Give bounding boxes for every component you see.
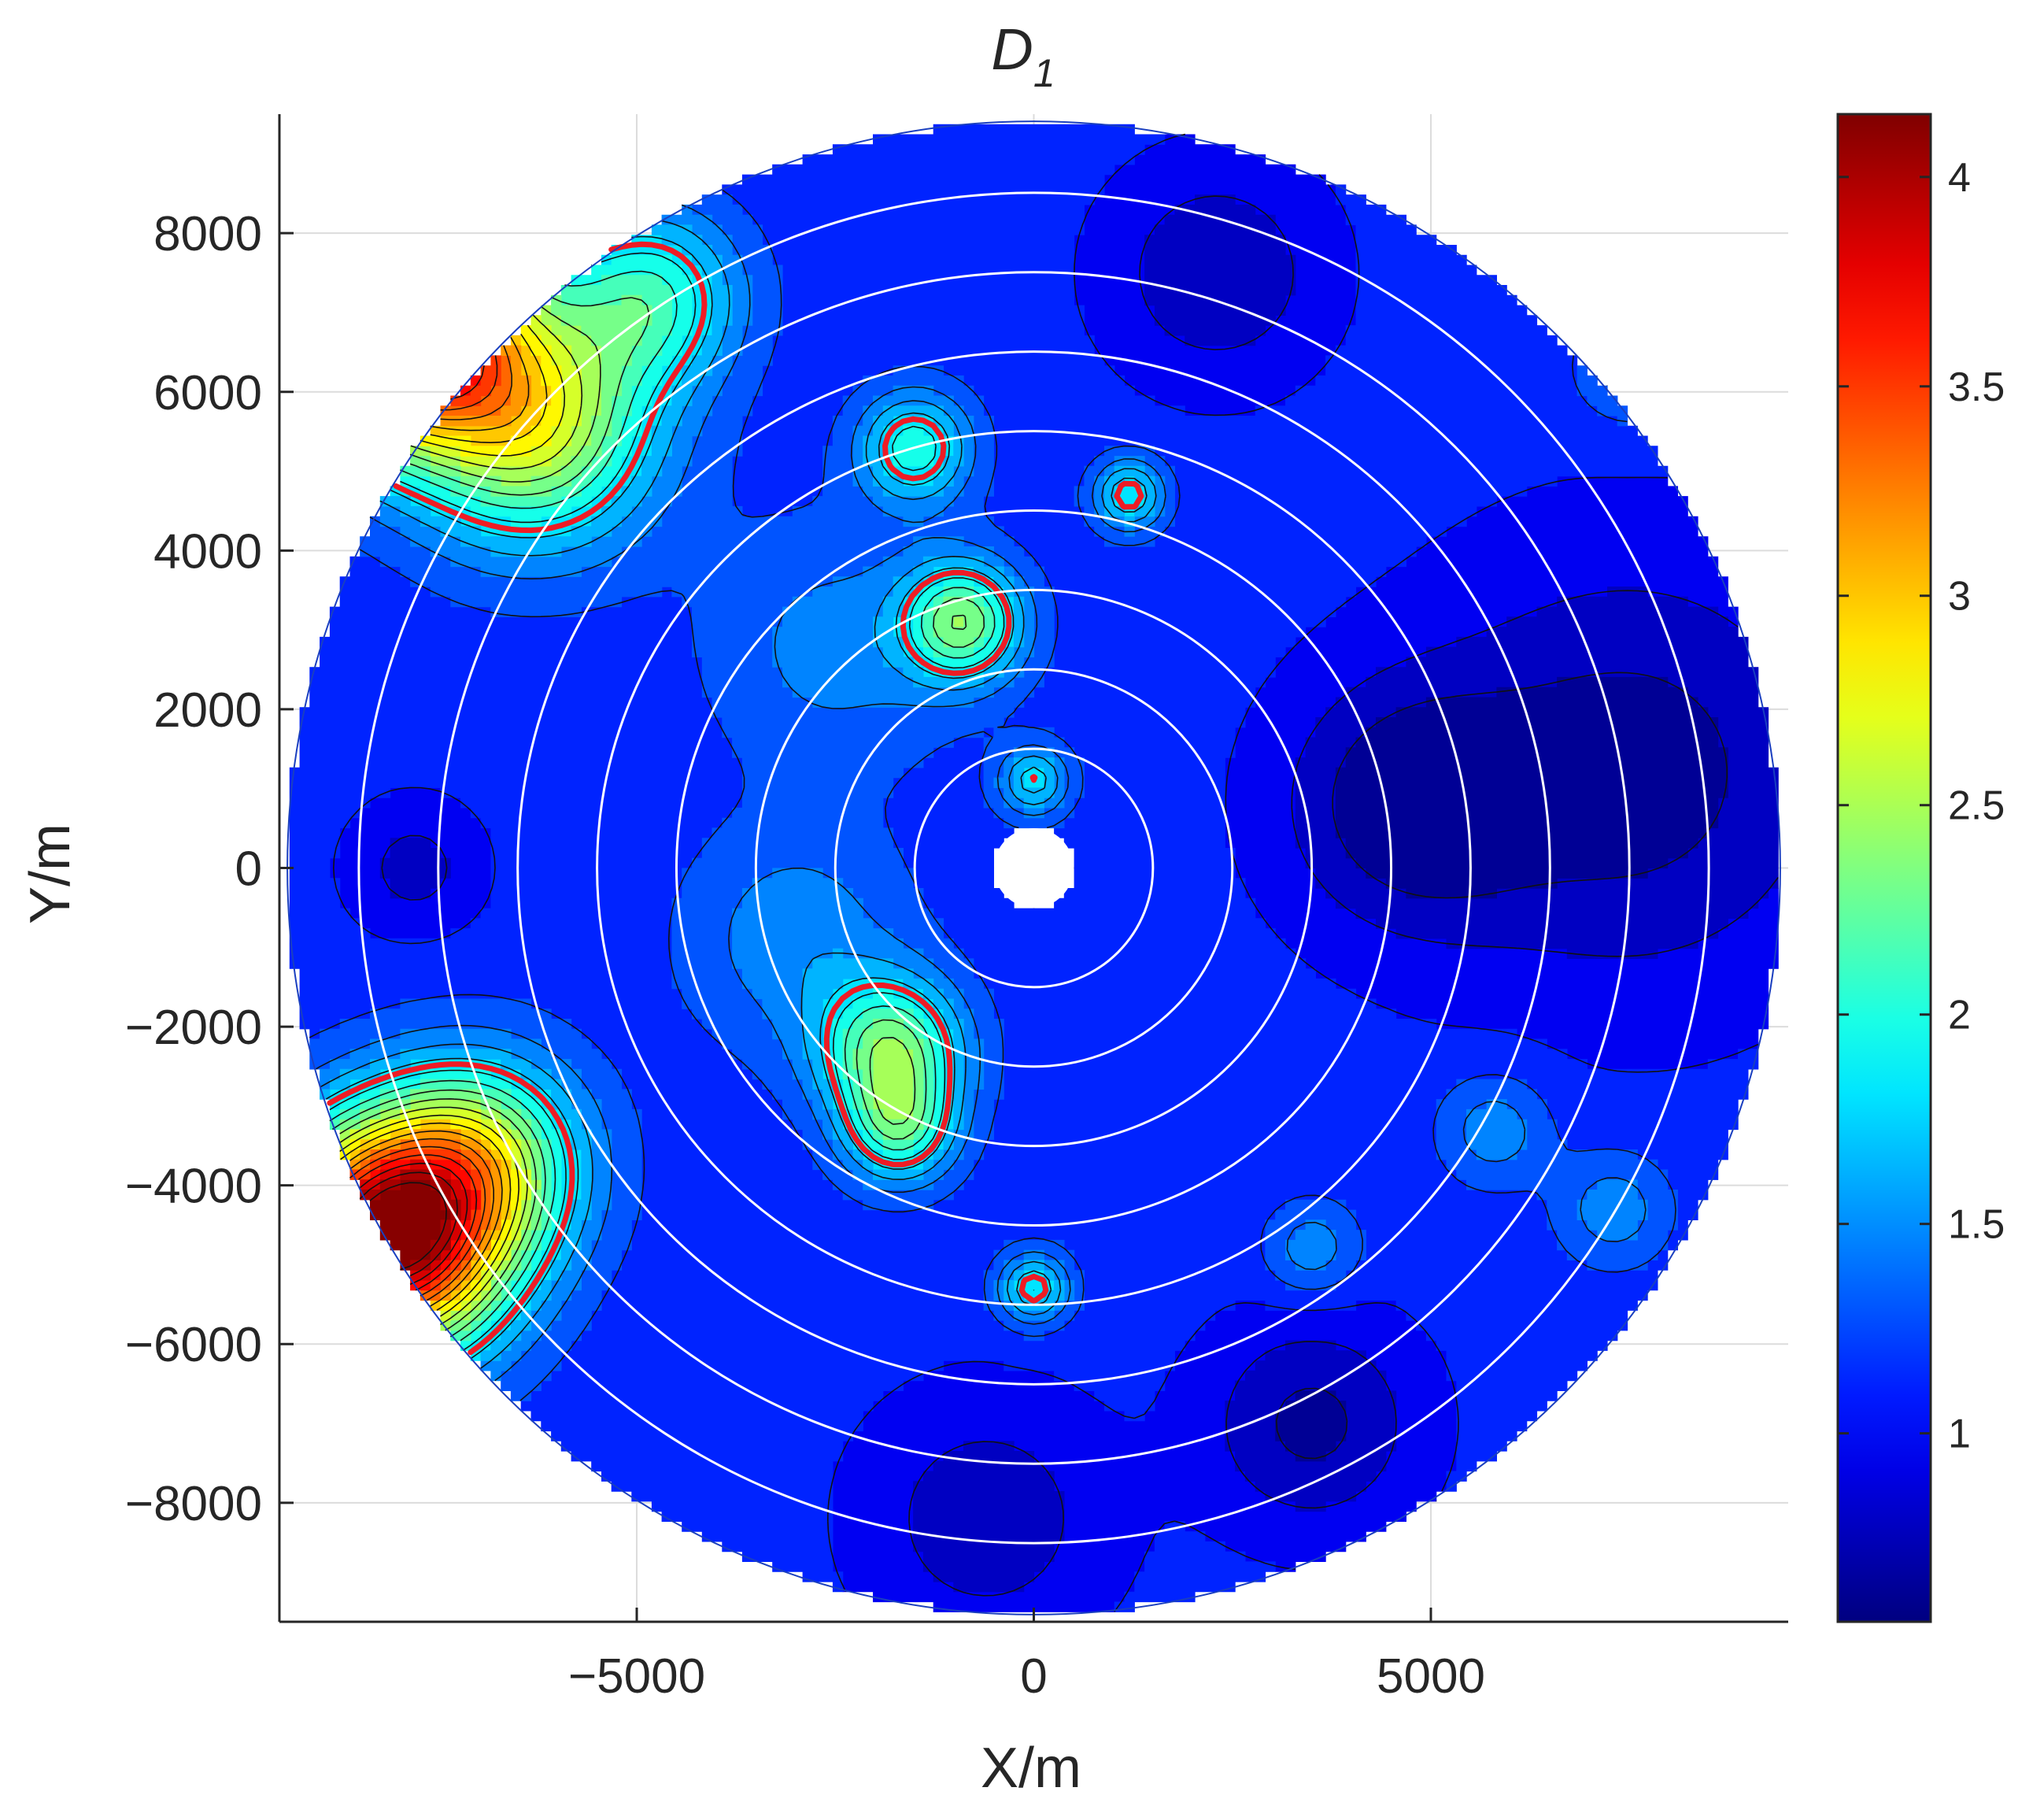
range-ring (675, 509, 1393, 1227)
colorbar-tick-label: 2 (1948, 993, 1971, 1038)
chart-title-main: D (991, 17, 1033, 82)
range-ring (596, 430, 1472, 1306)
contour-line (359, 1171, 458, 1277)
chart-title-subscript: 1 (1033, 51, 1055, 95)
contour-line (329, 270, 996, 1342)
y-tick-label: 6000 (153, 366, 262, 420)
contour-line (333, 133, 1759, 1612)
center-hole (994, 828, 1074, 908)
contour-line (369, 1182, 447, 1271)
contour-line (1275, 672, 1728, 1460)
colorbar-tick-label: 1.5 (1948, 1202, 2005, 1248)
contour-line (381, 195, 1779, 1597)
colorbar-tick-label: 3.5 (1948, 365, 2005, 410)
contour-band (1275, 676, 1728, 1462)
contour-line (349, 336, 530, 1307)
x-tick-labels: −5000 0 5000 (568, 1649, 1485, 1704)
chart-title: D1 (991, 17, 1055, 95)
colorbar: 1 1.5 2 2.5 3 3.5 4 (1836, 113, 2005, 1623)
colorbar-tick-label: 1 (1948, 1412, 1971, 1457)
x-axis-label: X/m (981, 1737, 1081, 1800)
contour-band (320, 204, 1648, 1382)
range-ring (437, 271, 1631, 1465)
contour-band (379, 194, 1779, 1593)
contour-line (359, 1162, 468, 1286)
contour-lines (286, 120, 1781, 1615)
contour-line (349, 345, 512, 1301)
y-tick-label: −2000 (125, 1001, 262, 1055)
colorbar-ticks: 1 1.5 2 2.5 3 3.5 4 (1838, 155, 2005, 1457)
x-tick-label: 0 (1020, 1649, 1047, 1704)
y-axis-label: Y/m (19, 823, 82, 924)
contour-line (325, 235, 1148, 1360)
y-tick-labels: −8000 −6000 −4000 −2000 0 2000 4000 6000 8000 (125, 207, 262, 1531)
contour-line (339, 305, 967, 1331)
contour-line (319, 220, 1157, 1369)
range-ring (754, 588, 1314, 1148)
colorbar-tick-label: 2.5 (1948, 783, 2005, 829)
contour-band (320, 224, 1155, 1361)
y-tick-label: 0 (235, 842, 262, 897)
contour-line (329, 252, 1035, 1351)
colorbar-gradient (1836, 113, 1932, 1623)
colorbar-tick-label: 3 (1948, 574, 1971, 620)
y-tick-label: 2000 (153, 683, 262, 738)
y-tick-label: −4000 (125, 1160, 262, 1214)
contour-line (309, 189, 1676, 1401)
y-tick-label: 8000 (153, 207, 262, 261)
axes (278, 114, 1788, 1623)
contour-band (360, 1169, 461, 1271)
contour-line (316, 204, 1647, 1382)
y-tick-label: −8000 (125, 1477, 262, 1531)
range-ring (833, 668, 1234, 1068)
contour-band (309, 194, 1678, 1401)
x-tick-label: −5000 (568, 1649, 705, 1704)
colorbar-tick-label: 4 (1948, 155, 1971, 201)
range-ring (913, 747, 1155, 989)
range-ring (357, 191, 1710, 1545)
y-tick-label: 4000 (153, 524, 262, 579)
contour-line (340, 333, 548, 1311)
contour-band (329, 254, 1004, 1351)
highlight-contour (327, 241, 1144, 1356)
y-tick-label: −6000 (125, 1318, 262, 1372)
range-ring (516, 350, 1551, 1386)
x-tick-label: 5000 (1377, 1649, 1485, 1704)
range-rings (357, 191, 1710, 1545)
